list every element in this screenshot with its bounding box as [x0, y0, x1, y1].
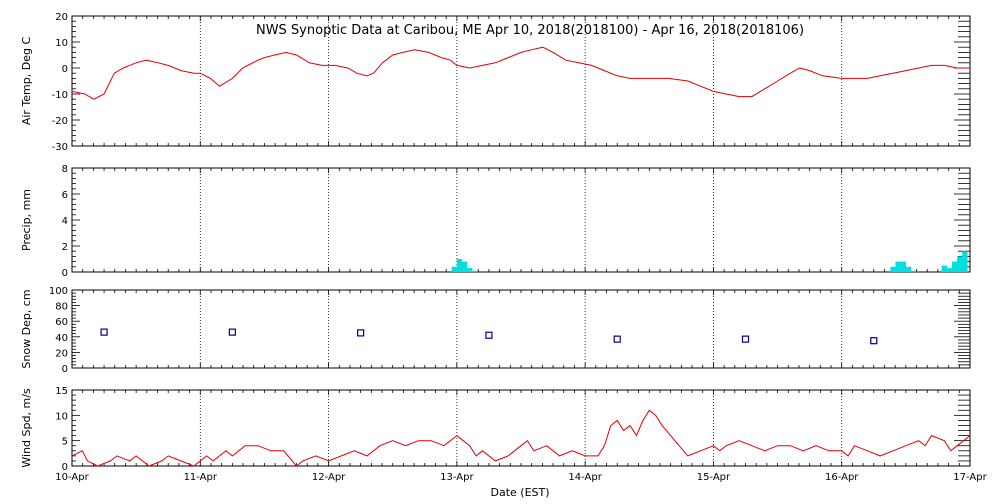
y-tick-label: -10: [52, 90, 68, 101]
y-tick-label: 20: [55, 348, 68, 359]
y-tick-label: 80: [55, 302, 68, 313]
precip-bar: [466, 268, 473, 272]
y-tick-label: 4: [62, 216, 68, 227]
x-tick-label: 13-Apr: [440, 472, 474, 483]
snow-depth-point: [741, 335, 750, 343]
precip-bar: [910, 270, 917, 272]
panel-air-temp: -30 -20 -10 0 10 20 Air Temp, Deg C: [20, 12, 971, 153]
y-tick-label: 10: [55, 411, 68, 422]
precip-bar: [951, 261, 958, 272]
y-axis-label-precip: Precip, mm: [20, 189, 33, 251]
chart-title: NWS Synoptic Data at Caribou, ME Apr 10,…: [256, 23, 804, 38]
panels-group: -30 -20 -10 0 10 20 Air Temp, Deg C 0 2 4 6 8 Precip…: [20, 12, 988, 483]
series-line-air-temp: [71, 46, 970, 100]
x-tick-label: 15-Apr: [697, 472, 731, 483]
y-tick-label: 40: [55, 333, 68, 344]
y-tick-label: 20: [55, 12, 68, 23]
y-tick-label: 100: [49, 286, 68, 297]
panel-wind-speed: 0 5 10 15 Wind Spd, m/s 10-Apr 11-Apr 12-Apr 13-…: [20, 386, 988, 483]
x-tick-label: 11-Apr: [184, 472, 218, 483]
precip-bar: [895, 261, 901, 272]
y-tick-label: 8: [62, 164, 68, 175]
y-tick-label: 10: [55, 38, 68, 49]
snow-depth-point: [613, 335, 621, 343]
y-tick-label: 0: [62, 462, 68, 473]
precip-bar: [451, 266, 457, 272]
y-axis-label-snow-depth: Snow Dep, cm: [20, 289, 33, 368]
y-tick-label: 6: [62, 190, 68, 201]
y-tick-label: 0: [62, 268, 68, 279]
precip-bar: [456, 259, 463, 272]
series-line-wind-speed: [71, 409, 971, 467]
snow-depth-point: [228, 328, 236, 336]
y-axis-label-wind-speed: Wind Spd, m/s: [20, 388, 33, 468]
precip-bar: [461, 261, 468, 272]
x-tick-label: 10-Apr: [55, 472, 89, 483]
panel-frame: [71, 389, 971, 467]
x-axis-label: Date (EST): [490, 486, 549, 499]
y-tick-label: 0: [62, 364, 68, 375]
precip-bar: [890, 266, 896, 272]
panel-snow-depth: 0 20 40 60 80 100 Snow Dep, cm: [20, 286, 971, 375]
snow-depth-point: [870, 337, 878, 345]
y-tick-label: 0: [62, 64, 68, 75]
y-tick-label: 60: [55, 317, 68, 328]
y-axis-label-air-temp: Air Temp, Deg C: [20, 37, 33, 126]
precip-bar: [900, 261, 906, 272]
y-tick-label: 2: [62, 242, 68, 253]
panel-frame: [71, 167, 971, 273]
precip-bar: [962, 251, 968, 272]
snow-depth-point: [357, 329, 365, 337]
x-tick-label: 16-Apr: [825, 472, 859, 483]
y-tick-label: -30: [52, 142, 68, 153]
x-tick-label: 12-Apr: [312, 472, 346, 483]
x-tick-label: 17-Apr: [953, 472, 987, 483]
precip-bar: [957, 256, 963, 272]
x-tick-label: 14-Apr: [568, 472, 602, 483]
precip-bar: [472, 270, 478, 272]
precip-bar: [941, 265, 948, 272]
panel-precip: 0 2 4 6 8 Precip, mm: [20, 164, 971, 279]
y-tick-label: 5: [62, 437, 68, 448]
snow-depth-point: [485, 331, 493, 339]
y-tick-label: 15: [55, 386, 68, 397]
panel-frame: [71, 289, 971, 369]
precip-bar: [905, 266, 912, 272]
snow-depth-point: [100, 328, 108, 336]
precip-bar: [946, 268, 953, 272]
y-tick-label: -20: [52, 116, 68, 127]
